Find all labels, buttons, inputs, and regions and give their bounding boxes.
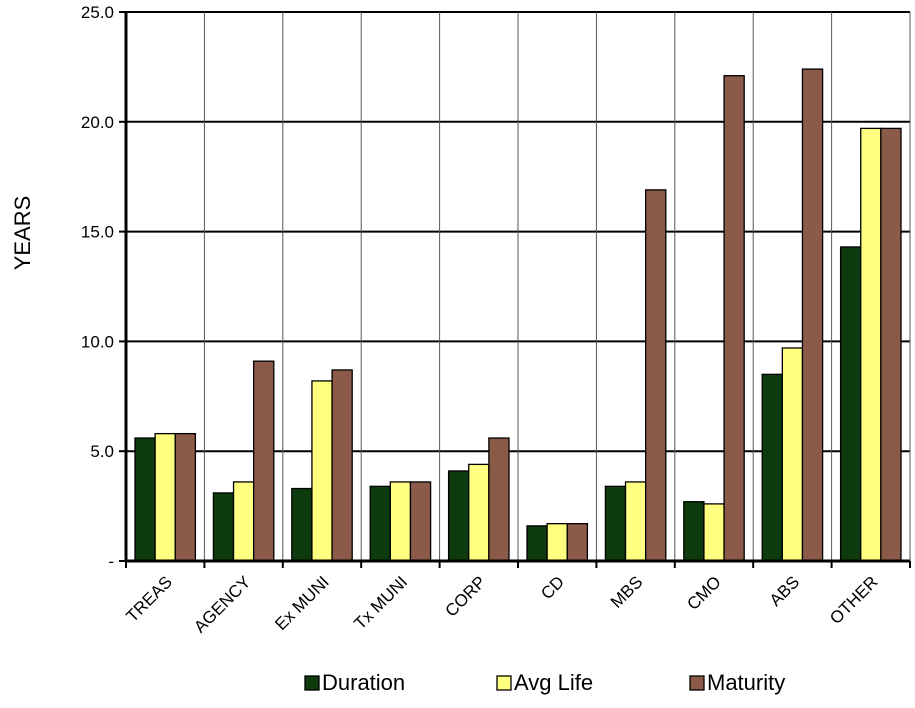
- bar-maturity: [331, 369, 353, 562]
- legend-swatch: [689, 675, 705, 691]
- bar-duration: [526, 525, 548, 562]
- x-category-label: CD: [537, 572, 568, 603]
- bar-duration: [369, 485, 391, 562]
- bar-maturity: [174, 432, 197, 562]
- bar-duration: [761, 373, 783, 562]
- x-category-label: AGENCY: [190, 572, 254, 636]
- bar-avg-life: [232, 481, 255, 562]
- legend-swatch: [496, 675, 512, 691]
- y-tick-label: 10.0: [81, 332, 114, 351]
- bar-maturity: [645, 189, 667, 562]
- x-category-label: OTHER: [826, 572, 882, 628]
- bar-duration: [839, 246, 862, 562]
- bar-maturity: [253, 360, 275, 562]
- y-tick-label: 15.0: [81, 223, 114, 242]
- bar-avg-life: [703, 503, 725, 562]
- x-category-label: Tx MUNI: [350, 572, 411, 633]
- gridlines: [126, 11, 911, 561]
- y-axis-title: YEARS: [10, 196, 35, 271]
- bar-maturity: [723, 75, 745, 562]
- bar-maturity: [488, 437, 510, 562]
- bar-duration: [683, 501, 705, 562]
- bar-maturity: [566, 523, 589, 562]
- legend-label: Duration: [322, 670, 405, 695]
- legend-label: Maturity: [707, 670, 785, 695]
- x-category-label: CMO: [683, 572, 724, 613]
- bar-duration: [134, 437, 156, 562]
- bar-duration: [212, 492, 235, 562]
- y-tick-label: 25.0: [81, 3, 114, 22]
- bar-avg-life: [311, 380, 333, 562]
- bar-maturity: [409, 481, 432, 562]
- bars: [134, 68, 902, 562]
- bar-avg-life: [468, 463, 490, 562]
- x-category-label: Ex MUNI: [271, 572, 333, 634]
- bar-avg-life: [781, 347, 804, 562]
- bar-duration: [291, 487, 313, 562]
- x-category-label: CORP: [441, 572, 489, 620]
- legend: Duration Avg Life Maturity: [304, 670, 785, 695]
- x-category-label: MBS: [607, 572, 646, 611]
- bar-avg-life: [546, 523, 568, 562]
- category-labels: TREAS AGENCY Ex MUNI Tx MUNI CORP CD MBS CMO ABS…: [123, 572, 882, 636]
- x-category-label: ABS: [766, 572, 803, 609]
- legend-swatch: [304, 675, 320, 691]
- y-tick-label: 5.0: [90, 442, 114, 461]
- bar-duration: [447, 470, 470, 562]
- y-tick-label: -: [108, 552, 114, 571]
- bar-maturity: [801, 68, 824, 562]
- bar-duration: [604, 485, 627, 562]
- legend-label: Avg Life: [514, 670, 593, 695]
- bar-maturity: [880, 127, 902, 562]
- bar-avg-life: [860, 127, 882, 562]
- bar-avg-life: [154, 432, 176, 562]
- bar-avg-life: [624, 481, 647, 562]
- y-tick-labels: - 5.0 10.0 15.0 20.0 25.0: [81, 3, 114, 571]
- axes: [119, 11, 911, 568]
- x-category-label: TREAS: [123, 572, 177, 626]
- y-tick-label: 20.0: [81, 113, 114, 132]
- bar-avg-life: [389, 481, 412, 562]
